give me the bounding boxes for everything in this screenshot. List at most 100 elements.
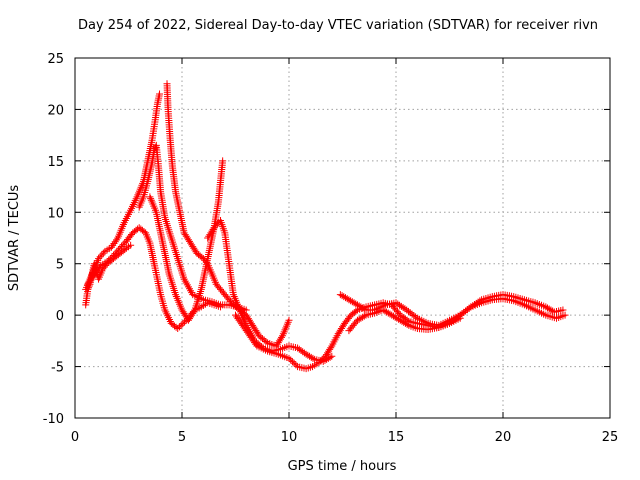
series-line	[87, 226, 222, 330]
x-tick-label: 20	[495, 430, 512, 445]
data-point	[219, 289, 227, 297]
data-point	[352, 307, 360, 315]
grid-lines	[75, 58, 610, 418]
series-prn-d	[146, 157, 227, 324]
data-point	[476, 297, 484, 305]
data-point	[198, 253, 206, 261]
data-point	[391, 304, 399, 312]
data-point	[401, 305, 409, 313]
data-point	[156, 90, 164, 98]
data-point	[327, 344, 335, 352]
y-tick-label: 5	[56, 258, 64, 273]
data-series	[82, 80, 569, 373]
data-point	[389, 303, 397, 311]
data-point	[227, 297, 235, 305]
data-point	[213, 220, 221, 228]
data-point	[179, 320, 187, 328]
data-point	[328, 352, 336, 360]
series-prn-e	[163, 80, 293, 350]
data-point	[394, 300, 402, 308]
data-point	[127, 241, 135, 249]
data-point	[175, 323, 183, 331]
data-point	[100, 263, 108, 271]
data-point	[152, 143, 160, 151]
data-point	[212, 280, 220, 288]
data-point	[121, 246, 129, 254]
data-point	[559, 306, 567, 314]
y-tick-label: -10	[43, 412, 64, 427]
data-point	[404, 307, 412, 315]
data-point	[228, 299, 236, 307]
data-point	[224, 294, 232, 302]
data-point	[121, 239, 129, 247]
y-tick-label: -5	[51, 361, 64, 376]
x-tick-label: 0	[71, 430, 79, 445]
data-point	[410, 311, 418, 319]
y-tick-label: 10	[47, 206, 64, 221]
data-point	[345, 327, 353, 335]
data-point	[85, 284, 93, 292]
data-point	[360, 305, 368, 313]
data-point	[147, 196, 155, 204]
x-axis-label: GPS time / hours	[288, 459, 397, 474]
data-point	[85, 282, 93, 290]
data-point	[360, 312, 368, 320]
data-point	[317, 357, 325, 365]
y-tick-label: 20	[47, 103, 64, 118]
data-point	[262, 337, 270, 345]
data-point	[315, 358, 323, 366]
data-point	[214, 282, 222, 290]
data-point	[348, 323, 356, 331]
series-line	[166, 82, 290, 347]
data-point	[98, 251, 106, 259]
data-point	[412, 313, 420, 321]
data-point	[288, 358, 296, 366]
data-point	[218, 287, 226, 295]
data-point	[463, 306, 471, 314]
data-point	[403, 320, 411, 328]
data-point	[99, 249, 107, 257]
data-point	[258, 335, 266, 343]
data-point	[346, 313, 354, 321]
data-point	[255, 332, 263, 340]
data-point	[210, 224, 218, 232]
data-point	[403, 306, 411, 314]
data-point	[467, 303, 475, 311]
data-point	[127, 231, 135, 239]
y-tick-label: 25	[47, 52, 64, 67]
data-point	[147, 195, 155, 203]
data-point	[326, 353, 334, 361]
data-point	[458, 310, 466, 318]
x-tick-label: 10	[281, 430, 298, 445]
data-point	[95, 255, 103, 263]
data-point	[472, 299, 480, 307]
data-point	[399, 304, 407, 312]
data-point	[349, 321, 357, 329]
data-point	[460, 308, 468, 316]
y-axis-label: SDTVAR / TECUs	[7, 185, 22, 292]
data-point	[215, 284, 223, 292]
data-point	[99, 265, 107, 273]
data-point	[278, 333, 286, 341]
data-point	[225, 296, 233, 304]
data-point	[408, 310, 416, 318]
data-point	[102, 261, 110, 269]
data-point	[287, 356, 295, 364]
data-point	[392, 299, 400, 307]
data-point	[561, 311, 569, 319]
data-point	[217, 285, 225, 293]
x-tick-label: 25	[602, 430, 619, 445]
axis-ticks: 0 5 10 15 20 25 -10 -5 0 5 10 15 20 25	[43, 52, 619, 445]
data-point	[212, 222, 220, 230]
x-tick-label: 15	[388, 430, 405, 445]
data-point	[285, 316, 293, 324]
data-point	[174, 325, 182, 333]
data-point	[396, 301, 404, 309]
data-point	[392, 306, 400, 314]
data-point	[257, 333, 265, 341]
data-point	[221, 291, 229, 299]
data-point	[202, 258, 210, 266]
data-point	[222, 292, 230, 300]
data-point	[351, 320, 359, 328]
